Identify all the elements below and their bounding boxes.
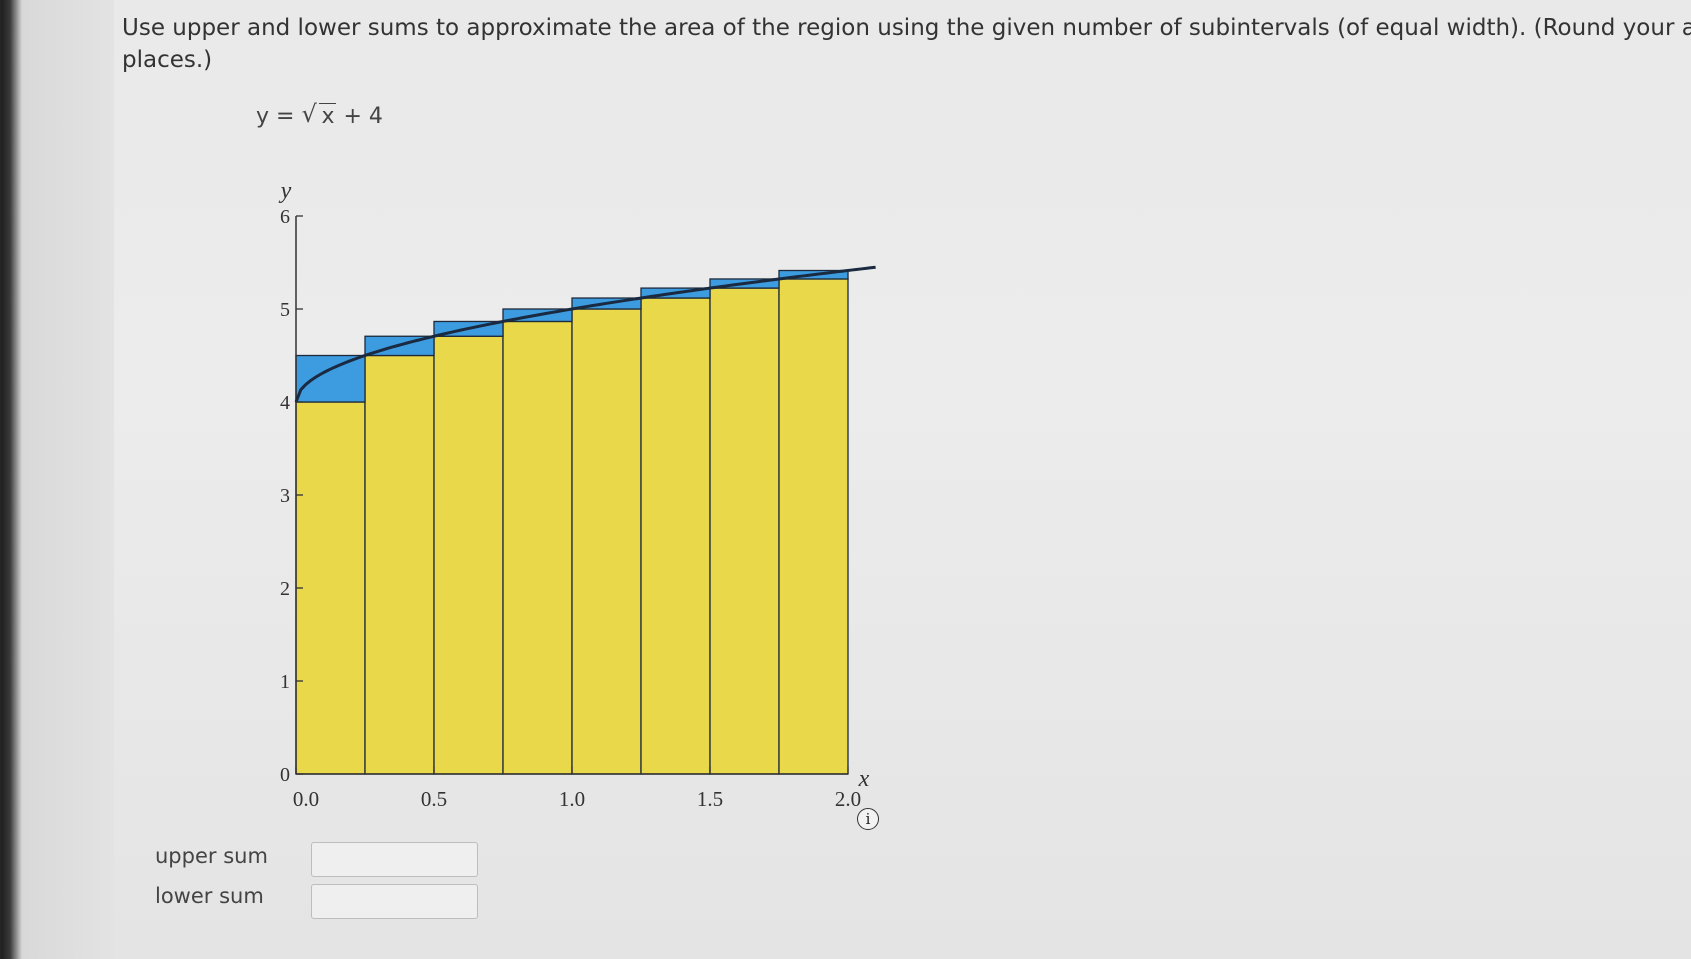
- radical-icon: √: [301, 100, 317, 128]
- lower-rect: [433, 335, 504, 775]
- lower-rect: [778, 278, 849, 775]
- y-tick-label: 4: [280, 392, 290, 414]
- lower-rect: [295, 401, 366, 775]
- upper-sum-label: upper sum: [155, 844, 268, 868]
- x-tick-label: 1.5: [697, 787, 723, 811]
- formula-lhs: y =: [256, 104, 295, 129]
- lower-rect: [502, 320, 573, 775]
- y-tick-label: 6: [280, 206, 290, 228]
- lower-rect: [364, 354, 435, 775]
- y-tick-label: 1: [280, 671, 290, 693]
- upper-rect: [295, 354, 366, 403]
- lower-rect: [709, 287, 780, 775]
- x-tick-label: 0.5: [421, 787, 447, 811]
- y-axis-label: y: [279, 178, 292, 204]
- problem-statement: Use upper and lower sums to approximate …: [122, 12, 1691, 76]
- problem-line-1: Use upper and lower sums to approximate …: [122, 15, 1691, 41]
- x-tick-label: 2.0: [835, 787, 861, 811]
- x-tick-label: 0.0: [293, 787, 319, 811]
- lower-sum-label: lower sum: [155, 884, 264, 908]
- x-axis-label: x: [858, 766, 870, 792]
- lower-rect: [640, 297, 711, 775]
- problem-line-2: places.): [122, 47, 213, 73]
- y-tick-label: 0: [280, 764, 290, 786]
- function-formula: y = √ x + 4: [256, 100, 383, 129]
- lower-sum-input[interactable]: [311, 884, 478, 919]
- formula-radicand: x: [319, 103, 337, 129]
- y-tick-label: 3: [280, 485, 290, 507]
- function-curve: [294, 265, 876, 403]
- lower-rect: [571, 308, 642, 775]
- upper-sum-input[interactable]: [311, 842, 478, 877]
- info-icon[interactable]: i: [857, 808, 879, 830]
- left-panel: [24, 0, 114, 959]
- square-root: √ x: [301, 100, 337, 129]
- formula-rest: + 4: [336, 104, 383, 129]
- y-tick-label: 2: [280, 578, 290, 600]
- y-tick-label: 5: [280, 299, 290, 321]
- x-tick-label: 1.0: [559, 787, 585, 811]
